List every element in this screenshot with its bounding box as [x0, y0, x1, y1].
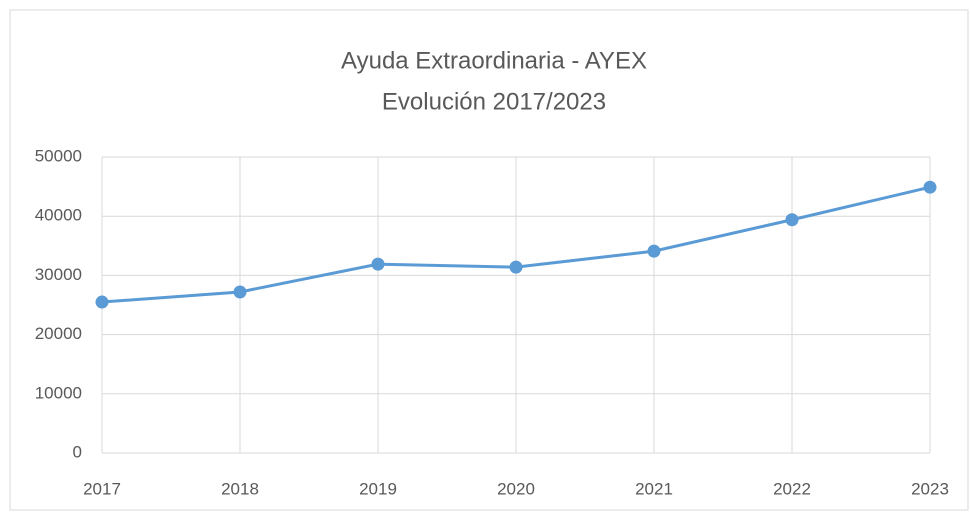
x-tick-label: 2018 [221, 479, 259, 498]
x-tick-label: 2020 [497, 479, 535, 498]
x-tick-label: 2021 [635, 479, 673, 498]
chart-frame [9, 9, 969, 511]
y-tick-label: 0 [73, 442, 82, 461]
chart-subtitle: Evolución 2017/2023 [382, 88, 606, 115]
y-tick-label: 50000 [35, 146, 82, 165]
chart-title: Ayuda Extraordinaria - AYEX [341, 47, 647, 74]
point [509, 260, 523, 274]
x-tick-label: 2019 [359, 479, 397, 498]
x-tick-label: 2023 [911, 479, 949, 498]
point [371, 257, 385, 271]
y-tick-label: 20000 [35, 324, 82, 343]
y-tick-label: 10000 [35, 383, 82, 402]
x-tick-label: 2017 [83, 479, 121, 498]
point [923, 180, 937, 194]
point [95, 295, 109, 309]
point [647, 244, 661, 258]
y-tick-label: 30000 [35, 265, 82, 284]
point [785, 213, 799, 227]
point [233, 285, 247, 299]
x-tick-label: 2022 [773, 479, 811, 498]
y-tick-label: 40000 [35, 206, 82, 225]
